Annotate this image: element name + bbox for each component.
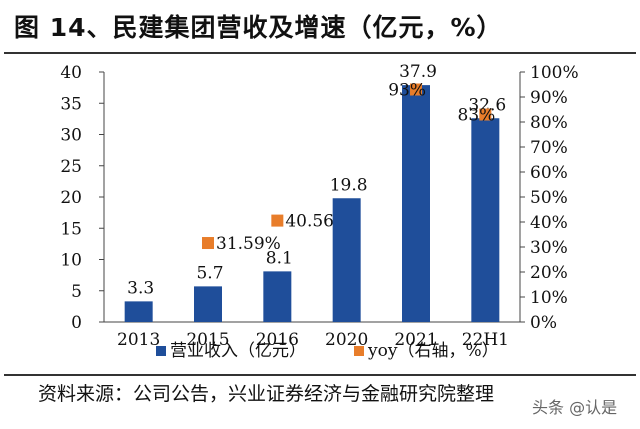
yoy-value-label: 31.59% bbox=[216, 234, 281, 254]
x-tick-label: 2020 bbox=[325, 330, 368, 350]
bar-value-label: 3.3 bbox=[127, 278, 154, 298]
bar-value-label: 37.9 bbox=[399, 62, 437, 82]
yoy-value-label: 83% bbox=[458, 106, 496, 126]
bar-value-label: 19.8 bbox=[330, 175, 368, 195]
right-tick-label: 50% bbox=[530, 188, 568, 208]
bar-value-label: 32.6 bbox=[468, 95, 506, 115]
right-tick-label: 10% bbox=[530, 288, 568, 308]
left-tick-label: 35 bbox=[60, 94, 82, 114]
right-tick-label: 0% bbox=[530, 313, 557, 333]
bar bbox=[402, 85, 430, 322]
legend-label-yoy: yoy（右轴，%） bbox=[367, 341, 499, 361]
bar-value-label: 8.1 bbox=[266, 248, 293, 268]
title-divider bbox=[4, 52, 636, 54]
x-tick-label: 22H1 bbox=[462, 330, 509, 350]
left-tick-label: 30 bbox=[60, 126, 82, 146]
left-tick-label: 40 bbox=[60, 63, 82, 83]
right-tick-label: 20% bbox=[530, 263, 568, 283]
chart-title: 图 14、民建集团营收及增速（亿元，%） bbox=[14, 13, 503, 42]
bar bbox=[263, 271, 292, 322]
legend-swatch-revenue bbox=[156, 346, 166, 356]
source-divider bbox=[4, 374, 636, 376]
x-tick-label: 2015 bbox=[186, 330, 229, 350]
yoy-marker bbox=[271, 214, 284, 227]
yoy-marker bbox=[202, 237, 214, 250]
yoy-marker bbox=[410, 83, 422, 96]
bar bbox=[332, 198, 361, 322]
left-tick-label: 20 bbox=[60, 188, 82, 208]
right-tick-label: 100% bbox=[530, 63, 579, 83]
x-tick-label: 2016 bbox=[256, 330, 299, 350]
legend-swatch-yoy bbox=[354, 346, 364, 356]
left-tick-label: 25 bbox=[60, 157, 82, 177]
right-tick-label: 60% bbox=[530, 163, 568, 183]
right-tick-label: 90% bbox=[530, 88, 568, 108]
bar bbox=[471, 118, 500, 322]
x-tick-label: 2013 bbox=[117, 330, 160, 350]
legend-label-revenue: 营业收入（亿元） bbox=[170, 341, 306, 361]
bar bbox=[124, 301, 153, 322]
watermark: 头条 @认是 bbox=[532, 398, 618, 417]
yoy-value-label: 93% bbox=[388, 81, 426, 101]
right-tick-label: 70% bbox=[530, 138, 568, 158]
left-tick-label: 0 bbox=[71, 313, 82, 333]
bar-value-label: 5.7 bbox=[196, 263, 223, 283]
right-tick-label: 30% bbox=[530, 238, 568, 258]
bar bbox=[194, 286, 222, 322]
source-note: 资料来源：公司公告，兴业证券经济与金融研究院整理 bbox=[38, 383, 495, 405]
x-tick-label: 2021 bbox=[394, 330, 437, 350]
right-tick-label: 40% bbox=[530, 213, 568, 233]
left-tick-label: 15 bbox=[60, 219, 82, 239]
left-tick-label: 10 bbox=[60, 251, 82, 271]
yoy-marker bbox=[479, 108, 492, 121]
left-tick-label: 5 bbox=[71, 282, 82, 302]
right-tick-label: 80% bbox=[530, 113, 568, 133]
